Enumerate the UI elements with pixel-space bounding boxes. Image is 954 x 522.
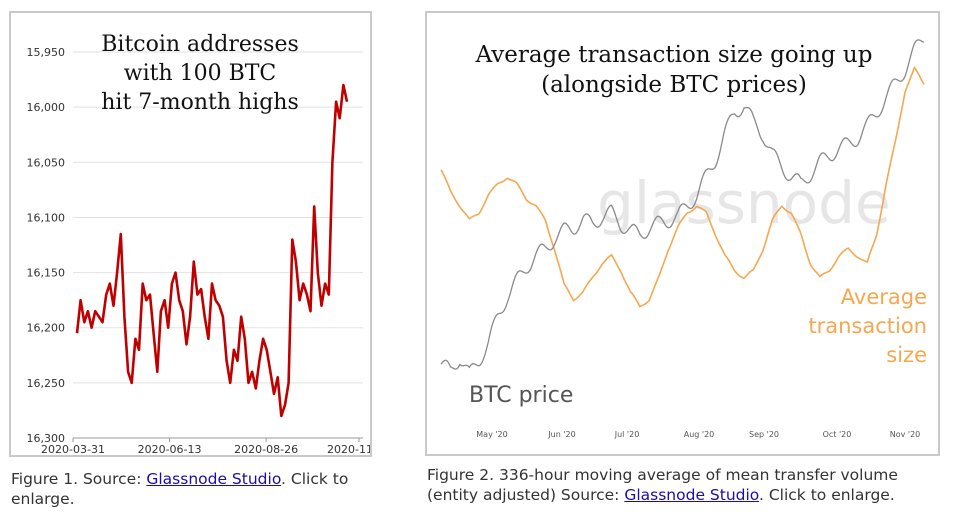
figure1-source-link[interactable]: Glassnode Studio [146,470,282,488]
figure2-chart[interactable]: glassnode May '20 Jun '20 Jul '20 Aug '20 Se… [425,11,940,456]
figure2-caption-prefix: (entity adjusted) Source: [427,486,625,504]
figure1-x-tick-label: 2020-03-31 [41,443,105,455]
figure1-x-tick-label: 2020-08-26 [234,443,298,455]
figure1-y-tick-label: 15,950 [27,46,66,59]
figure2-size-label-line: transaction [808,314,927,338]
figure1-x-axis: 2020-03-31 2020-06-13 2020-08-26 2020-11-08 [41,438,370,455]
figure1-y-tick-label: 16,100 [27,211,66,224]
figure1-y-tick-label: 16,200 [27,322,66,335]
figure1-address-count-line [75,83,349,418]
figure2-caption: Figure 2. 336-hour moving average of mea… [427,465,947,505]
figure1-chart[interactable]: 16,300 16,250 16,200 16,150 16,100 16,050 16,0… [9,11,372,457]
figure2-x-tick-label: Aug '20 [684,430,715,439]
figure2-x-tick-label: May '20 [476,430,507,439]
figure2-x-axis: May '20 Jun '20 Jul '20 Aug '20 Sep '20 Oct '… [476,430,920,439]
figure2-transaction-size-line [440,65,925,308]
figure1-y-tick-label: 16,250 [27,377,66,390]
figure1-title-line: hit 7-month highs [101,90,299,115]
figure1-svg: 16,300 16,250 16,200 16,150 16,100 16,050 16,0… [27,32,371,455]
figure2-title-line2: (alongside BTC prices) [541,72,807,98]
figure1-x-tick-label: 2020-11-08 [327,443,370,455]
figure1-title-line: Bitcoin addresses [101,32,299,57]
figure1-caption-suffix: . Click to enlarge. [11,470,349,508]
figure2-size-label-line: Average [841,285,927,309]
figure2-btc-price-line [440,39,925,370]
figure1-y-tick-label: 16,000 [27,101,66,114]
figure2-caption-line1: Figure 2. 336-hour moving average of mea… [427,466,898,484]
figure1-title-line: with 100 BTC [124,61,277,86]
figure1-caption: Figure 1. Source: Glassnode Studio. Clic… [11,469,381,509]
figure2-x-tick-label: Jun '20 [547,430,575,439]
figure1-y-tick-label: 16,300 [27,432,66,445]
figure2-size-label-line: size [886,343,927,367]
figure1-caption-prefix: Figure 1. Source: [11,470,147,488]
figure2-source-link[interactable]: Glassnode Studio [624,486,759,504]
figure2-x-tick-label: Nov '20 [890,430,921,439]
figure2-title-line1: Average transaction size going up [475,42,873,68]
figure2-transaction-size-label: Average transaction size [808,285,927,367]
figure1-y-tick-label: 16,150 [27,267,66,280]
figure2-x-tick-label: Sep '20 [749,430,779,439]
figure2-x-tick-label: Oct '20 [823,430,852,439]
figure2-btc-price-label: BTC price [469,383,573,408]
figure2-watermark: glassnode [597,169,891,237]
figure1-y-axis: 16,300 16,250 16,200 16,150 16,100 16,050 16,0… [27,46,66,445]
figure1-x-tick-label: 2020-06-13 [138,443,202,455]
figure2-caption-suffix: . Click to enlarge. [759,486,895,504]
figure2-svg: glassnode May '20 Jun '20 Jul '20 Aug '20 Se… [440,39,927,439]
figure1-title: Bitcoin addresses with 100 BTC hit 7-month… [101,32,299,115]
figure2-x-tick-label: Jul '20 [614,430,640,439]
figure1-y-tick-label: 16,050 [27,156,66,169]
